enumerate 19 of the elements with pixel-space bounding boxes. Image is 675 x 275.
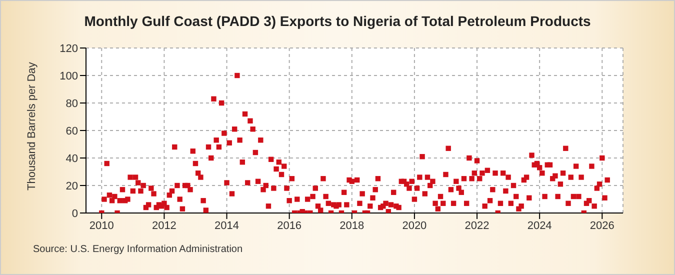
y-tick-label: 20	[66, 180, 78, 192]
x-tick-label: 2016	[277, 220, 302, 232]
y-tick-label: 120	[60, 42, 78, 55]
y-tick-label: 60	[66, 125, 78, 138]
x-tick-label: 2014	[214, 220, 240, 232]
y-tick-label: 40	[66, 152, 78, 165]
source-note: Source: U.S. Energy Information Administration	[33, 244, 243, 255]
x-tick-label: 2010	[89, 220, 114, 232]
chart-title: Monthly Gulf Coast (PADD 3) Exports to Nigeria of Total Petroleum Products	[83, 13, 592, 29]
x-tick-label: 2026	[590, 220, 614, 232]
x-tick-label: 2022	[464, 220, 490, 232]
x-tick-label: 2024	[527, 220, 552, 232]
x-tick-label: 2020	[402, 220, 427, 232]
x-tick-label: 2012	[152, 220, 176, 232]
y-axis-title: Thousand Barrels per Day	[26, 62, 38, 190]
y-tick-label: 0	[72, 208, 78, 220]
x-tick-label: 2018	[340, 220, 364, 232]
y-tick-label: 100	[60, 70, 78, 82]
y-tick-label: 80	[66, 98, 78, 110]
